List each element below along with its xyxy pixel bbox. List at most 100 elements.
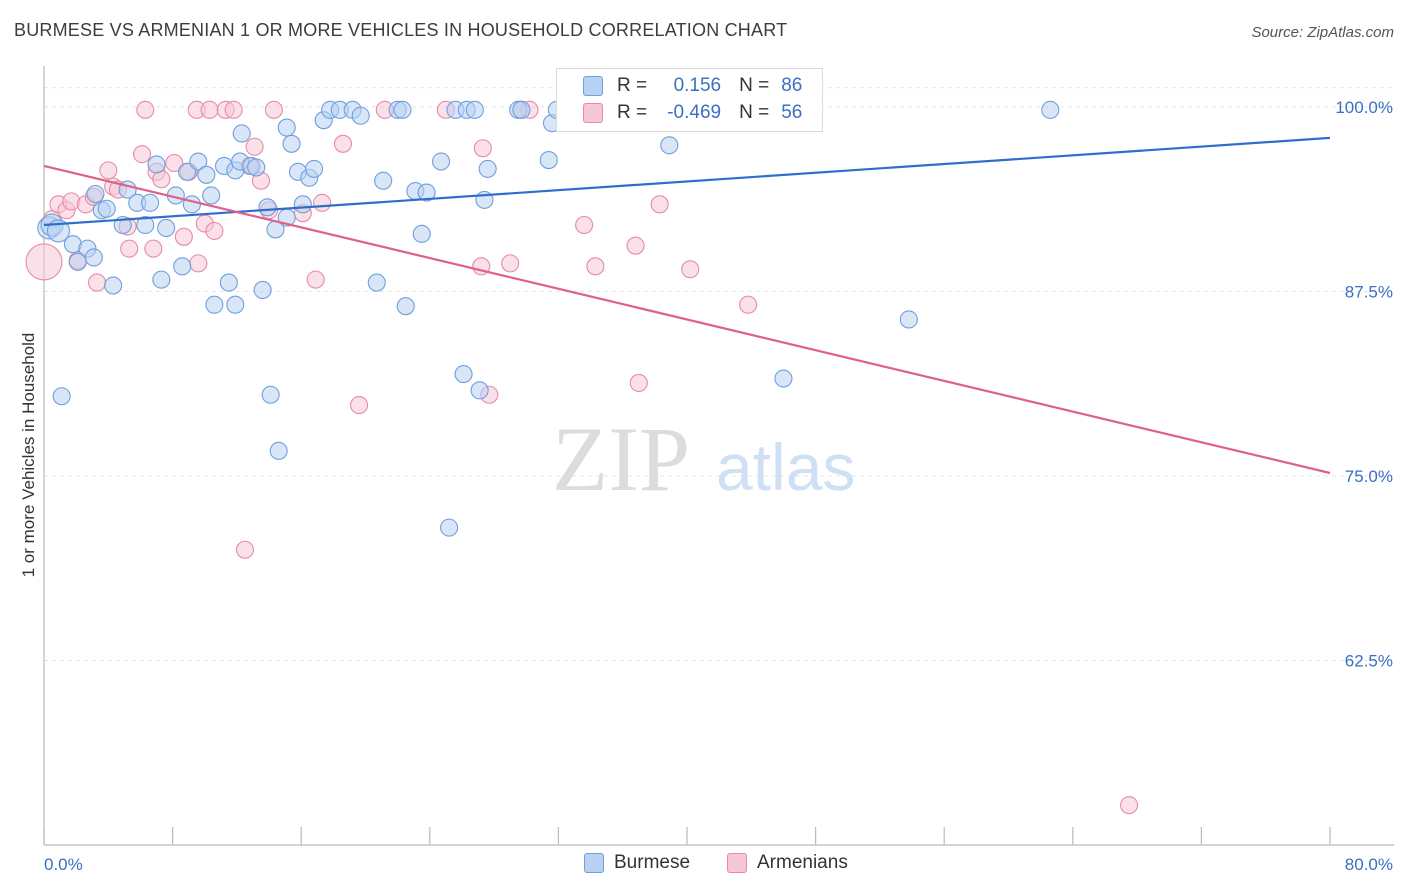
legend-r-value: 0.156 — [673, 75, 722, 96]
armenians-point — [189, 254, 208, 273]
burmese-point — [104, 276, 123, 295]
legend-row-armenians: R = -0.469 N = 56 — [557, 100, 802, 126]
burmese-point — [173, 257, 192, 276]
burmese-point — [202, 186, 221, 205]
armenians-point — [650, 195, 669, 214]
armenians-point — [501, 254, 520, 273]
armenians-point — [681, 260, 700, 279]
burmese-point — [141, 193, 160, 212]
armenians-point — [350, 396, 369, 415]
burmese-point — [660, 136, 679, 155]
legend-n-label: N = — [739, 102, 770, 123]
burmese-point — [478, 159, 497, 178]
armenians-point — [626, 236, 645, 255]
armenians-point — [306, 270, 325, 289]
y-tick-label: 87.5% — [1345, 282, 1393, 301]
stats-legend: R = 0.156 N = 86 R = -0.469 N = 56 — [556, 68, 823, 132]
burmese-point — [136, 215, 155, 235]
burmese-point — [396, 297, 415, 316]
burmese-point — [84, 248, 103, 267]
burmese-legend-label: Burmese — [614, 852, 691, 873]
legend-r-label: R = — [617, 75, 648, 96]
armenians-point — [1120, 796, 1139, 815]
armenians-trend-line — [43, 164, 1331, 475]
burmese-point — [97, 199, 116, 218]
burmese-point — [417, 183, 436, 202]
burmese-point — [539, 150, 558, 170]
burmese-point — [258, 198, 277, 217]
armenians-point — [144, 239, 163, 258]
armenians-point — [133, 145, 152, 164]
armenians-point — [575, 215, 594, 235]
armenians-point — [224, 100, 243, 119]
burmese-point — [147, 155, 166, 174]
burmese-point — [432, 152, 451, 171]
armenians-point — [245, 137, 264, 156]
burmese-point — [351, 106, 370, 125]
armenians-point — [235, 540, 254, 559]
burmese-point — [512, 100, 531, 119]
axes — [43, 66, 1394, 846]
burmese-point — [440, 518, 459, 537]
armenians-point — [174, 227, 193, 246]
burmese-point — [393, 100, 412, 119]
chart-title: BURMESE VS ARMENIAN 1 OR MORE VEHICLES I… — [14, 20, 788, 40]
burmese-point — [282, 134, 301, 153]
armenians-point — [739, 295, 758, 314]
armenians-point — [473, 139, 492, 158]
bottom-legend-burmese: Burmese — [584, 850, 690, 876]
armenians-point — [87, 273, 107, 292]
legend-r-label: R = — [617, 102, 648, 123]
burmese-point — [189, 152, 208, 171]
armenians-legend-label: Armenians — [757, 852, 848, 873]
trend-lines — [43, 136, 1331, 475]
burmese-point — [253, 280, 272, 300]
burmese-point — [247, 158, 266, 177]
burmese-point — [899, 310, 918, 329]
legend-r-value: -0.469 — [667, 102, 722, 123]
burmese-point — [374, 171, 393, 190]
legend-n-value: 56 — [781, 102, 803, 123]
legend-n-value: 86 — [781, 75, 803, 96]
burmese-point — [219, 273, 238, 292]
x-tick-label: 0.0% — [44, 855, 83, 874]
burmese-point — [774, 369, 793, 388]
armenians-point — [165, 153, 184, 173]
burmese-point — [232, 124, 251, 143]
burmese-point — [269, 441, 288, 460]
armenians-swatch — [583, 103, 603, 123]
burmese-point — [412, 224, 431, 243]
burmese-point — [157, 218, 176, 238]
burmese-point — [178, 162, 197, 181]
burmese-point — [86, 184, 105, 204]
burmese-point — [52, 387, 71, 406]
burmese-swatch — [583, 76, 603, 96]
burmese-point — [293, 195, 312, 214]
armenians-point — [136, 100, 155, 119]
burmese-point — [226, 295, 245, 314]
burmese-legend-swatch — [584, 853, 604, 873]
chart-source: Source: ZipAtlas.com — [1251, 24, 1394, 41]
armenians-point — [25, 243, 63, 281]
armenians-legend-swatch — [727, 853, 747, 873]
burmese-point — [1041, 100, 1060, 119]
burmese-point — [182, 195, 201, 214]
armenians-point — [99, 161, 118, 180]
burmese-point — [454, 365, 473, 384]
armenians-point — [313, 193, 332, 212]
watermark-zip: ZIP — [552, 408, 690, 510]
armenians-point — [205, 221, 224, 240]
y-tick-label: 75.0% — [1345, 467, 1393, 486]
armenians-point — [120, 239, 139, 258]
burmese-point — [465, 100, 484, 119]
burmese-point — [470, 381, 489, 400]
burmese-point — [367, 273, 386, 292]
bottom-legend-armenians: Armenians — [727, 850, 848, 876]
watermark-atlas: atlas — [716, 430, 855, 504]
legend-n-label: N = — [739, 75, 770, 96]
burmese-point — [152, 270, 171, 289]
burmese-point — [261, 385, 280, 404]
armenians-point — [200, 100, 219, 119]
armenians-point — [333, 134, 353, 153]
